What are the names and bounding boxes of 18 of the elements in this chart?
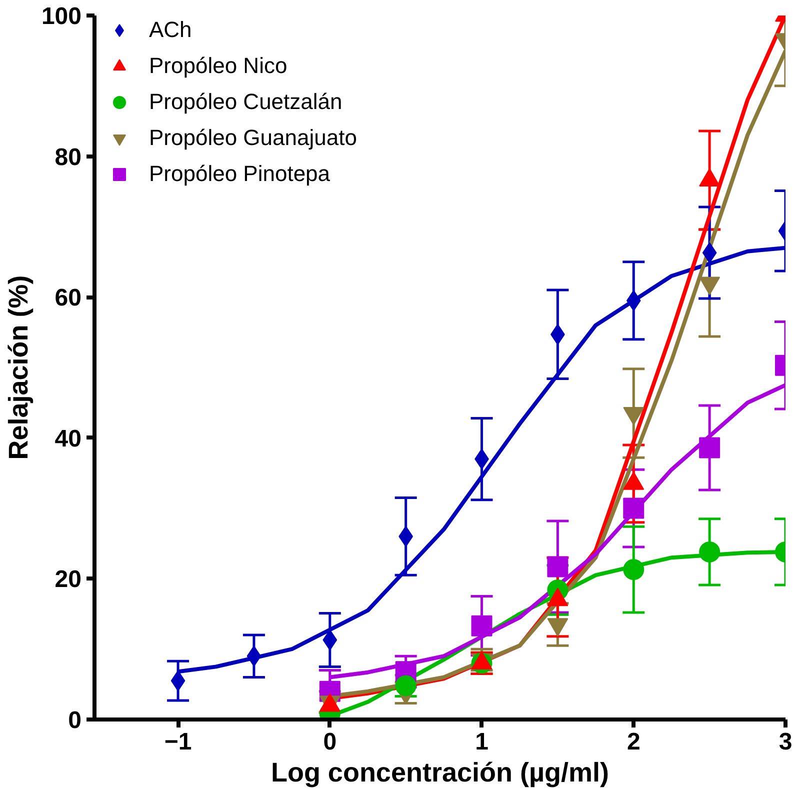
x-tick-label: 3: [778, 728, 792, 756]
x-axis-title: Log concentración (µg/ml): [270, 758, 610, 788]
legend-label: Propóleo Nico: [149, 53, 288, 79]
y-tick-label: 0: [68, 707, 82, 734]
x-tick-label: 0: [323, 728, 337, 756]
y-axis-title: Relajación (%): [3, 275, 34, 460]
legend-label: Propóleo Pinotepa: [149, 161, 330, 187]
y-tick-label: 60: [54, 284, 82, 312]
y-tick-label: 80: [54, 144, 82, 171]
y-tick-label: 20: [54, 566, 82, 594]
legend-label: Propóleo Guanajuato: [149, 125, 357, 151]
legend-label: Propóleo Cuetzalán: [149, 89, 342, 115]
x-tick-label: 2: [626, 728, 640, 756]
x-tick-label: −1: [164, 728, 192, 756]
x-tick-label: 1: [475, 728, 488, 756]
y-tick-label: 100: [41, 3, 82, 30]
legend-label: ACh: [149, 17, 192, 43]
y-tick-label: 40: [54, 425, 82, 452]
